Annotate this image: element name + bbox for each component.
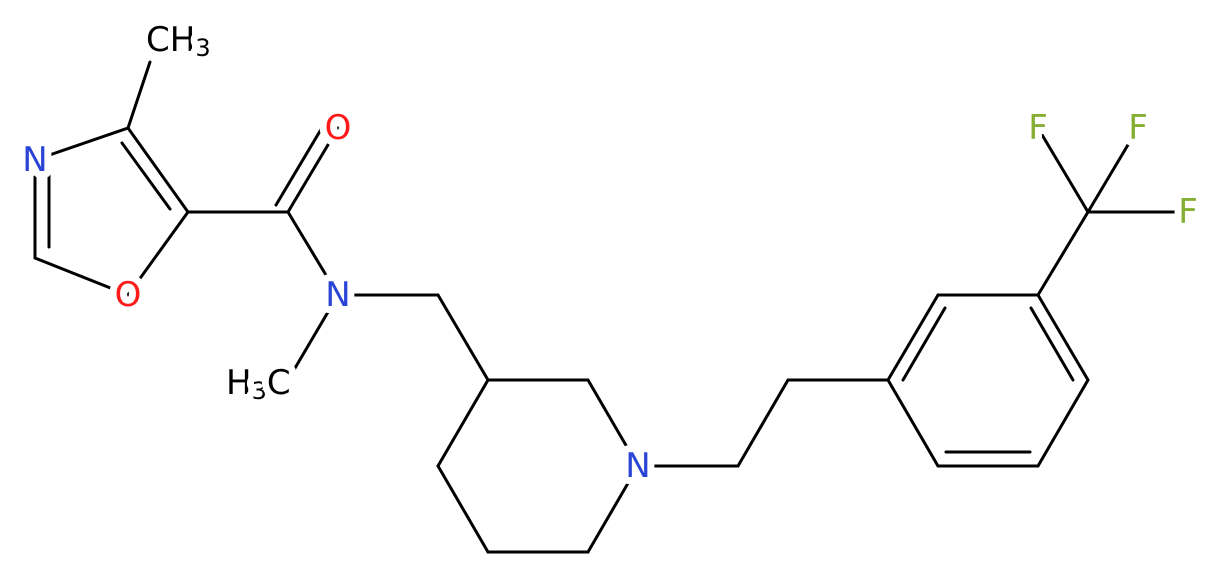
atom-label: F: [1028, 108, 1048, 148]
methyl-text: C: [267, 363, 291, 403]
atom-label: O: [325, 108, 352, 148]
methyl-subscript: 3: [195, 34, 210, 62]
atom-label: F: [1128, 108, 1148, 148]
methyl-label: H3C: [226, 363, 291, 405]
atom-label: N: [325, 275, 350, 315]
atom-label: N: [625, 446, 650, 486]
methyl-label: CH3: [146, 20, 211, 62]
atom-label: F: [1178, 192, 1198, 232]
atom-label: N: [22, 140, 47, 180]
methyl-text: CH: [146, 20, 195, 60]
methyl-text: H: [226, 363, 252, 403]
methyl-subscript: 3: [252, 377, 267, 405]
bonds: [33, 60, 1190, 554]
atom-label: O: [115, 275, 142, 315]
